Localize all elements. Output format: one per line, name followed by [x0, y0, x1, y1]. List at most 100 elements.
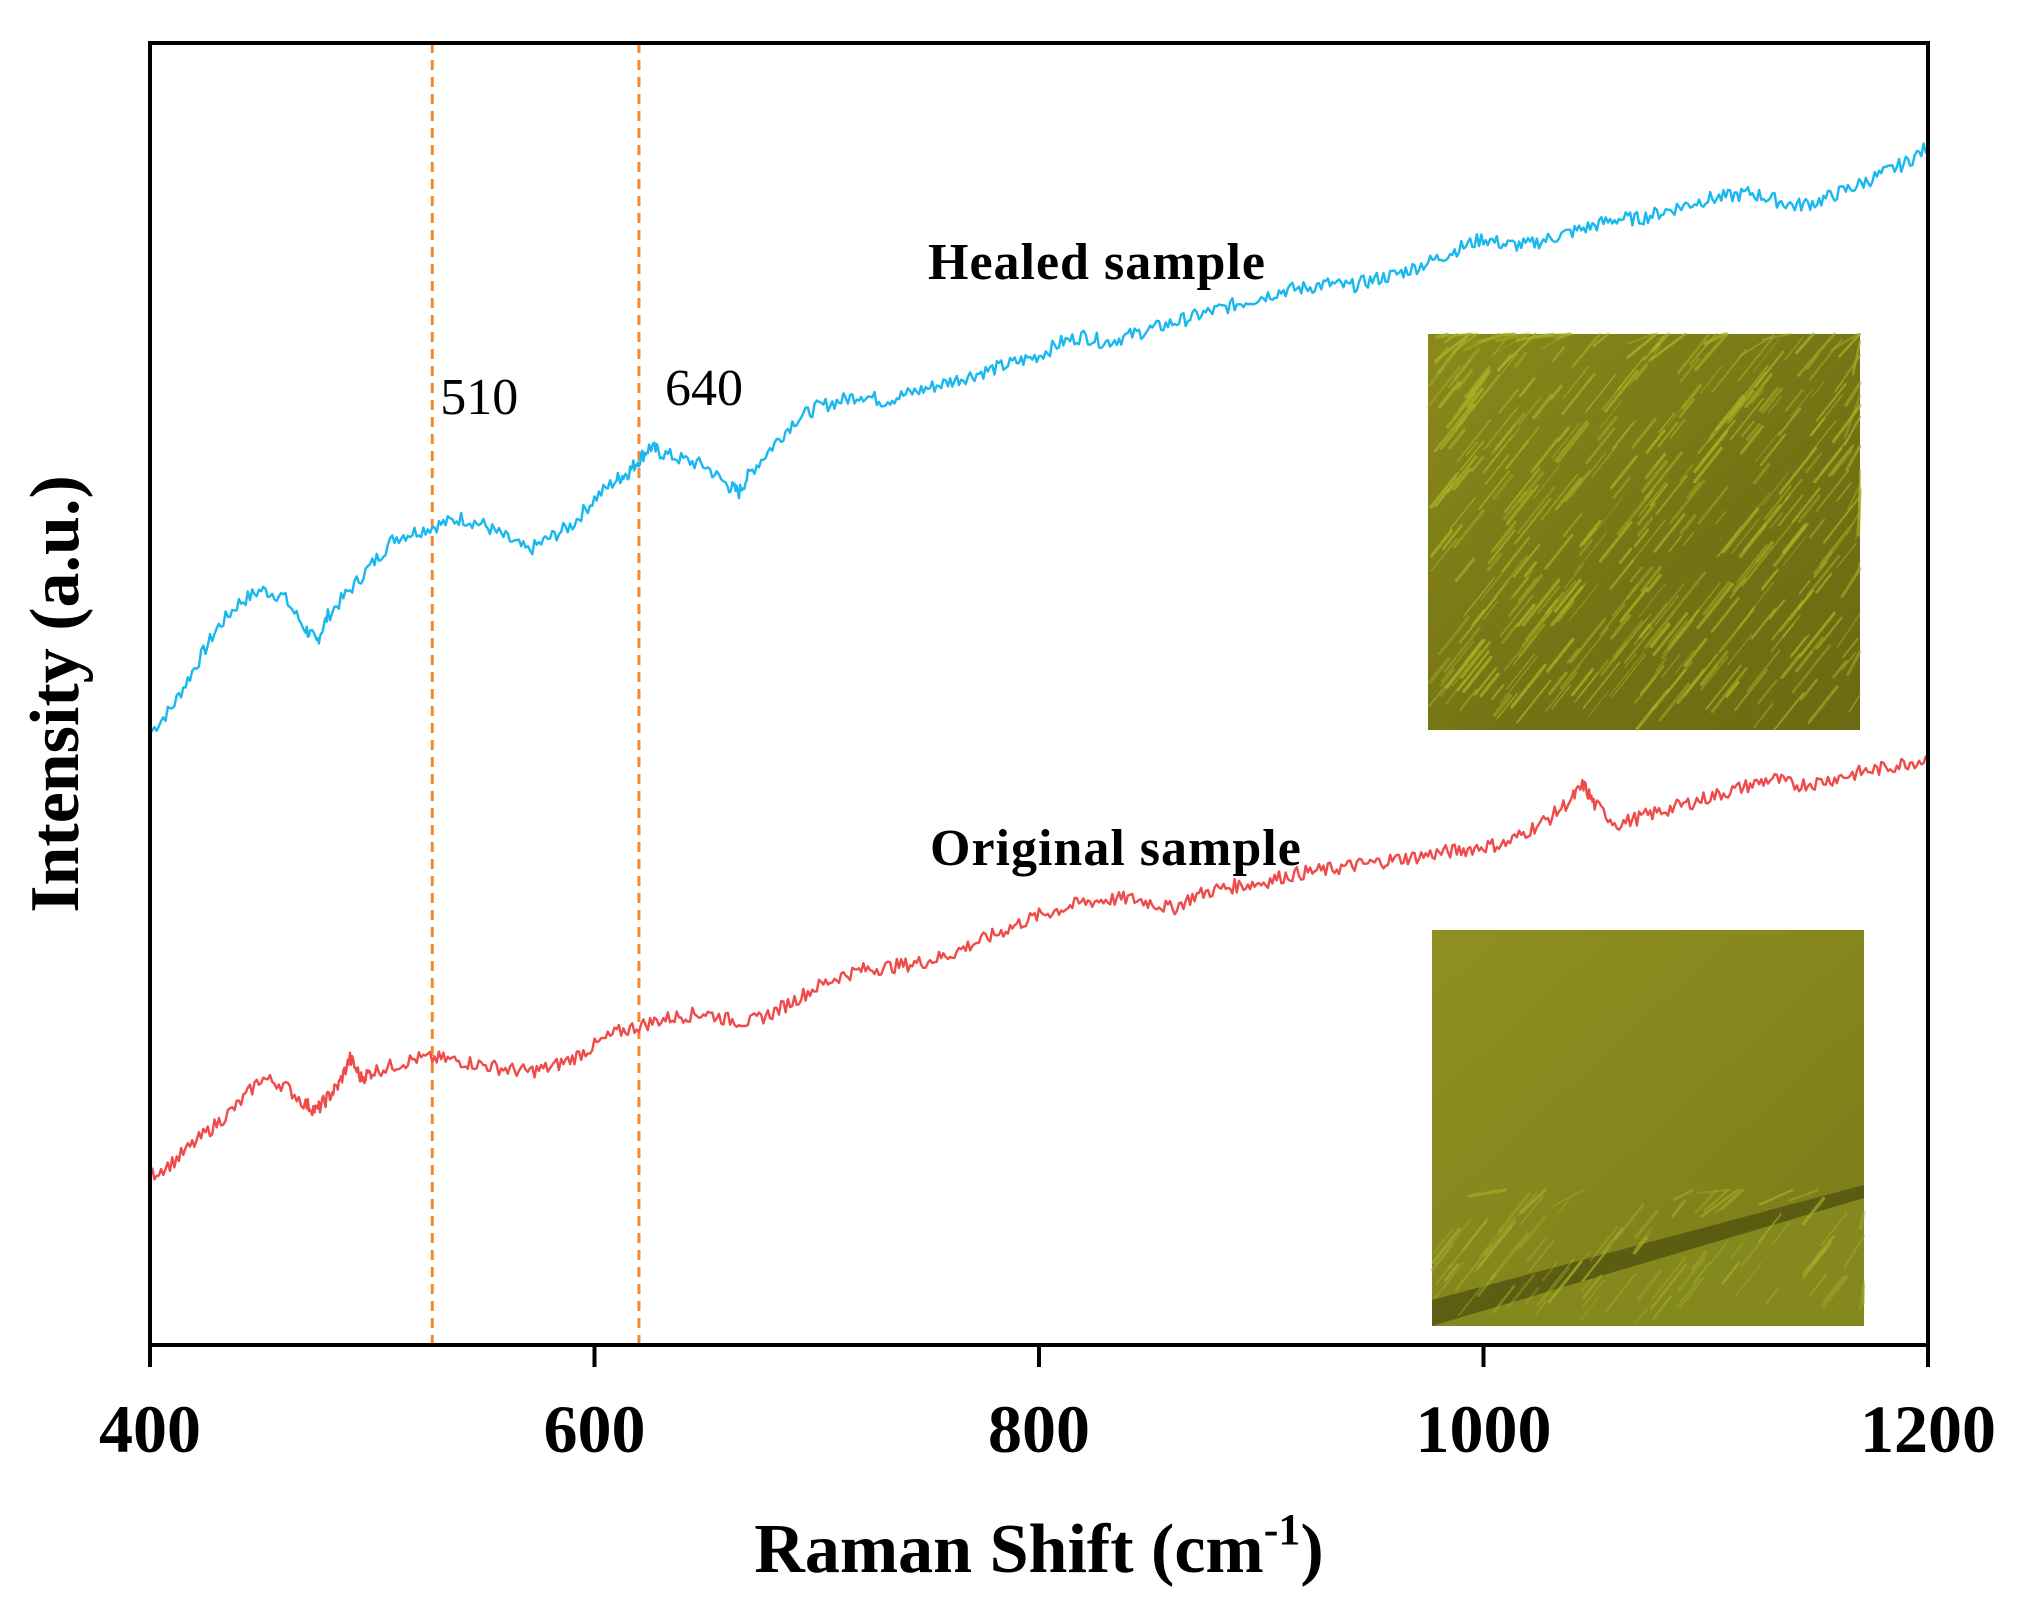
micrograph-streak — [1649, 483, 1669, 506]
micrograph-streak — [1501, 536, 1531, 573]
micrograph-streak — [1573, 532, 1607, 575]
micrograph-streak — [1512, 543, 1541, 578]
micrograph-streak — [1697, 432, 1715, 455]
micrograph-streak — [1502, 490, 1528, 521]
micrograph-streak — [1640, 566, 1662, 593]
micrograph-streak — [1781, 523, 1807, 555]
micrograph-streak — [1582, 527, 1597, 546]
micrograph-streak — [1673, 1188, 1694, 1201]
micrograph-streak — [1727, 634, 1753, 665]
micrograph-streak — [1829, 332, 1860, 352]
micrograph-streak — [1828, 444, 1855, 477]
micrograph-streak — [1787, 1188, 1820, 1202]
micrograph-streak — [1494, 424, 1516, 450]
micrograph-streak — [1838, 332, 1862, 358]
micrograph-streak — [1844, 381, 1862, 407]
micrograph-streak — [1797, 494, 1821, 524]
micrograph-streak — [1568, 584, 1598, 621]
micrograph-streak — [1737, 336, 1774, 382]
micrograph-streak — [1585, 427, 1616, 465]
micrograph-streak — [1784, 336, 1804, 361]
micrograph-streak — [1721, 507, 1760, 554]
micrograph-streak — [1428, 684, 1447, 708]
micrograph-streak — [1639, 664, 1665, 696]
micrograph-streak — [1752, 338, 1780, 373]
micrograph-streak — [1431, 1227, 1462, 1264]
micrograph-streak — [1612, 421, 1634, 449]
micrograph-streak — [1679, 1277, 1705, 1308]
micrograph-streak — [1614, 1203, 1645, 1241]
micrograph-streak — [1524, 591, 1564, 641]
micrograph-streak — [1613, 613, 1652, 662]
micrograph-streak — [1429, 472, 1460, 509]
micrograph-streak — [1716, 526, 1743, 558]
micrograph-streak — [1609, 558, 1635, 590]
micrograph-streak — [1496, 692, 1518, 720]
micrograph-streak — [1611, 584, 1639, 617]
micrograph-streak — [1821, 1275, 1849, 1309]
micrograph-streak — [1594, 496, 1624, 532]
micrograph-streak — [1843, 1235, 1865, 1269]
micrograph-streak — [1517, 471, 1545, 504]
micrograph-streak — [1816, 616, 1843, 650]
micrograph-streak — [1753, 702, 1774, 729]
micrograph-streak — [1609, 651, 1645, 697]
micrograph-streak — [1618, 547, 1633, 564]
micrograph-streak — [1518, 623, 1546, 658]
micrograph-streak — [1801, 1196, 1826, 1226]
micrograph-streak — [1848, 694, 1861, 712]
micrograph-streak — [1759, 433, 1786, 466]
micrograph-streak — [1754, 430, 1781, 463]
micrograph-streak — [1516, 603, 1536, 628]
micrograph-streak — [1681, 384, 1702, 410]
micrograph-streak — [1699, 1188, 1740, 1218]
micrograph-streak — [1536, 1258, 1575, 1306]
micrograph-streak — [1836, 482, 1852, 502]
micrograph-streak — [1539, 1267, 1570, 1305]
micrograph-streak — [1557, 426, 1570, 442]
micrograph-streak — [1843, 394, 1862, 439]
micrograph-streak — [1440, 640, 1474, 683]
micrograph-streak — [1726, 389, 1755, 424]
micrograph-streak — [1611, 654, 1647, 698]
micrograph-streak — [1456, 650, 1490, 691]
micrograph-streak — [1554, 477, 1582, 511]
micrograph-streak — [1476, 1220, 1517, 1270]
micrograph-streak — [1559, 663, 1581, 690]
micrograph-streak — [1657, 421, 1679, 448]
micrograph-streak — [1494, 332, 1531, 343]
micrograph-streak — [1755, 540, 1774, 563]
micrograph-streak — [1645, 429, 1666, 454]
inset-original-micrograph — [1430, 930, 1866, 1326]
micrograph-streak — [1509, 569, 1534, 600]
micrograph-streak — [1458, 595, 1498, 644]
micrograph-streak — [1438, 380, 1461, 409]
micrograph-streak — [1626, 332, 1655, 345]
micrograph-streak — [1784, 478, 1803, 501]
micrograph-streak — [1790, 388, 1814, 417]
healed-sample-line — [150, 142, 1928, 734]
micrograph-streak — [1819, 551, 1834, 569]
micrograph-streak — [1671, 1199, 1686, 1218]
micrograph-streak — [1597, 416, 1618, 441]
micrograph-streak — [1770, 614, 1801, 653]
micrograph-streak — [1525, 1287, 1540, 1305]
micrograph-streak — [1653, 513, 1686, 553]
micrograph-streak — [1551, 684, 1572, 710]
inset-healed-background — [1428, 334, 1860, 730]
micrograph-streak — [1655, 475, 1688, 516]
micrograph-streak — [1676, 1278, 1700, 1307]
micrograph-streak — [1489, 1232, 1529, 1281]
micrograph-streak — [1510, 663, 1547, 709]
micrograph-streak — [1718, 608, 1755, 654]
micrograph-streak — [1758, 1188, 1794, 1206]
micrograph-streak — [1459, 689, 1478, 711]
micrograph-streak — [1506, 489, 1534, 523]
micrograph-streak — [1589, 1225, 1619, 1262]
micrograph-streak — [1562, 512, 1583, 537]
micrograph-streak — [1644, 452, 1667, 480]
micrograph-streak — [1689, 333, 1717, 366]
micrograph-streak — [1715, 650, 1729, 667]
micrograph-streak — [1656, 333, 1669, 341]
